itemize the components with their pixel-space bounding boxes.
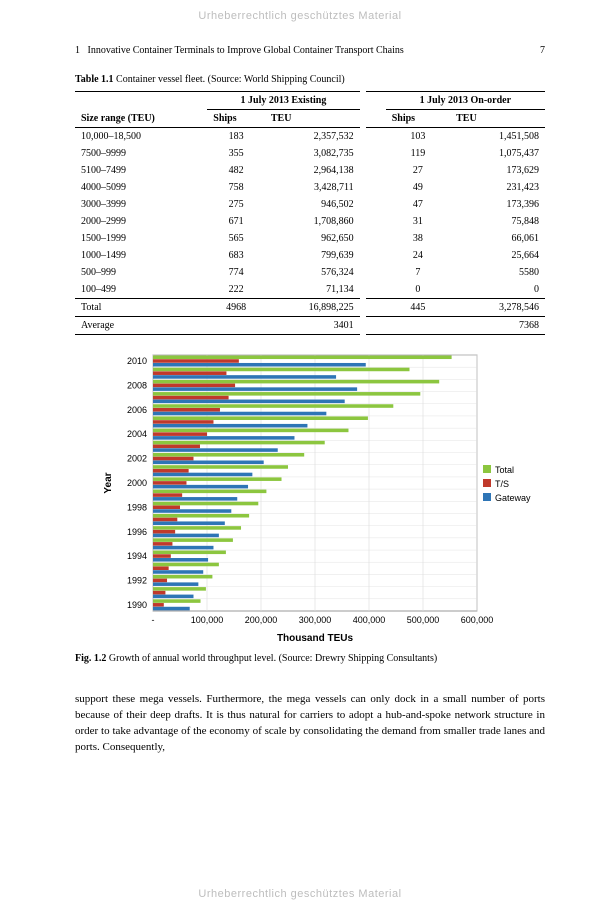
svg-text:2002: 2002 [127, 454, 147, 464]
figure-caption: Fig. 1.2 Growth of annual world throughp… [75, 653, 545, 664]
col-ships-onorder: Ships [386, 110, 450, 128]
svg-text:2000: 2000 [127, 478, 147, 488]
col-size: Size range (TEU) [75, 110, 207, 128]
table-col-header-row: Size range (TEU) Ships TEU Ships TEU [75, 110, 545, 128]
table-row: 7500–99993553,082,7351191,075,437 [75, 145, 545, 162]
table-row: 3000–3999275946,50247173,396 [75, 196, 545, 213]
svg-text:100,000: 100,000 [191, 615, 224, 625]
table-row: 1000–1499683799,6392425,664 [75, 247, 545, 264]
page-content: 1 Innovative Container Terminals to Impr… [0, 0, 600, 796]
table-row: 10,000–18,5001832,357,5321031,451,508 [75, 128, 545, 146]
svg-text:400,000: 400,000 [353, 615, 386, 625]
group-header-onorder: 1 July 2013 On-order [386, 92, 545, 110]
svg-text:2006: 2006 [127, 405, 147, 415]
table-row: Average34017368 [75, 317, 545, 335]
group-header-existing: 1 July 2013 Existing [207, 92, 362, 110]
svg-text:1994: 1994 [127, 551, 147, 561]
body-paragraph: support these mega vessels. Furthermore,… [75, 692, 545, 756]
svg-text:200,000: 200,000 [245, 615, 278, 625]
svg-text:1996: 1996 [127, 527, 147, 537]
col-teu-onorder: TEU [450, 110, 545, 128]
table-row: 2000–29996711,708,8603175,848 [75, 213, 545, 230]
svg-text:1990: 1990 [127, 600, 147, 610]
col-teu-existing: TEU [265, 110, 363, 128]
svg-text:Thousand TEUs: Thousand TEUs [277, 633, 354, 644]
throughput-chart: - 100,000 200,000 300,000 400,000 500,000 600,… [97, 349, 537, 645]
svg-text:T/S: T/S [495, 479, 509, 489]
table-row: 500–999774576,32475580 [75, 264, 545, 281]
svg-text:Year: Year [103, 472, 114, 493]
table-row: 100–49922271,13400 [75, 281, 545, 299]
table-group-header-row: 1 July 2013 Existing 1 July 2013 On-orde… [75, 92, 545, 110]
svg-text:Gateway: Gateway [495, 493, 531, 503]
svg-text:2010: 2010 [127, 356, 147, 366]
svg-text:600,000: 600,000 [461, 615, 494, 625]
col-ships-existing: Ships [207, 110, 265, 128]
page-header: 1 Innovative Container Terminals to Impr… [75, 45, 545, 56]
svg-text:Total: Total [495, 465, 514, 475]
table-row: 4000–50997583,428,71149231,423 [75, 179, 545, 196]
svg-text:2004: 2004 [127, 429, 147, 439]
fleet-table: 1 July 2013 Existing 1 July 2013 On-orde… [75, 91, 545, 335]
chapter-label: 1 Innovative Container Terminals to Impr… [75, 45, 404, 56]
svg-text:-: - [152, 615, 155, 625]
svg-text:500,000: 500,000 [407, 615, 440, 625]
watermark-top: Urheberrechtlich geschütztes Material [0, 10, 600, 22]
svg-text:300,000: 300,000 [299, 615, 332, 625]
page-number: 7 [540, 45, 545, 56]
table-row: 5100–74994822,964,13827173,629 [75, 162, 545, 179]
svg-text:1992: 1992 [127, 576, 147, 586]
table-row: Total496816,898,2254453,278,546 [75, 299, 545, 317]
svg-text:1998: 1998 [127, 502, 147, 512]
table-caption: Table 1.1 Container vessel fleet. (Sourc… [75, 74, 545, 85]
table-row: 1500–1999565962,6503866,061 [75, 230, 545, 247]
watermark-bottom: Urheberrechtlich geschütztes Material [0, 888, 600, 900]
svg-text:2008: 2008 [127, 380, 147, 390]
